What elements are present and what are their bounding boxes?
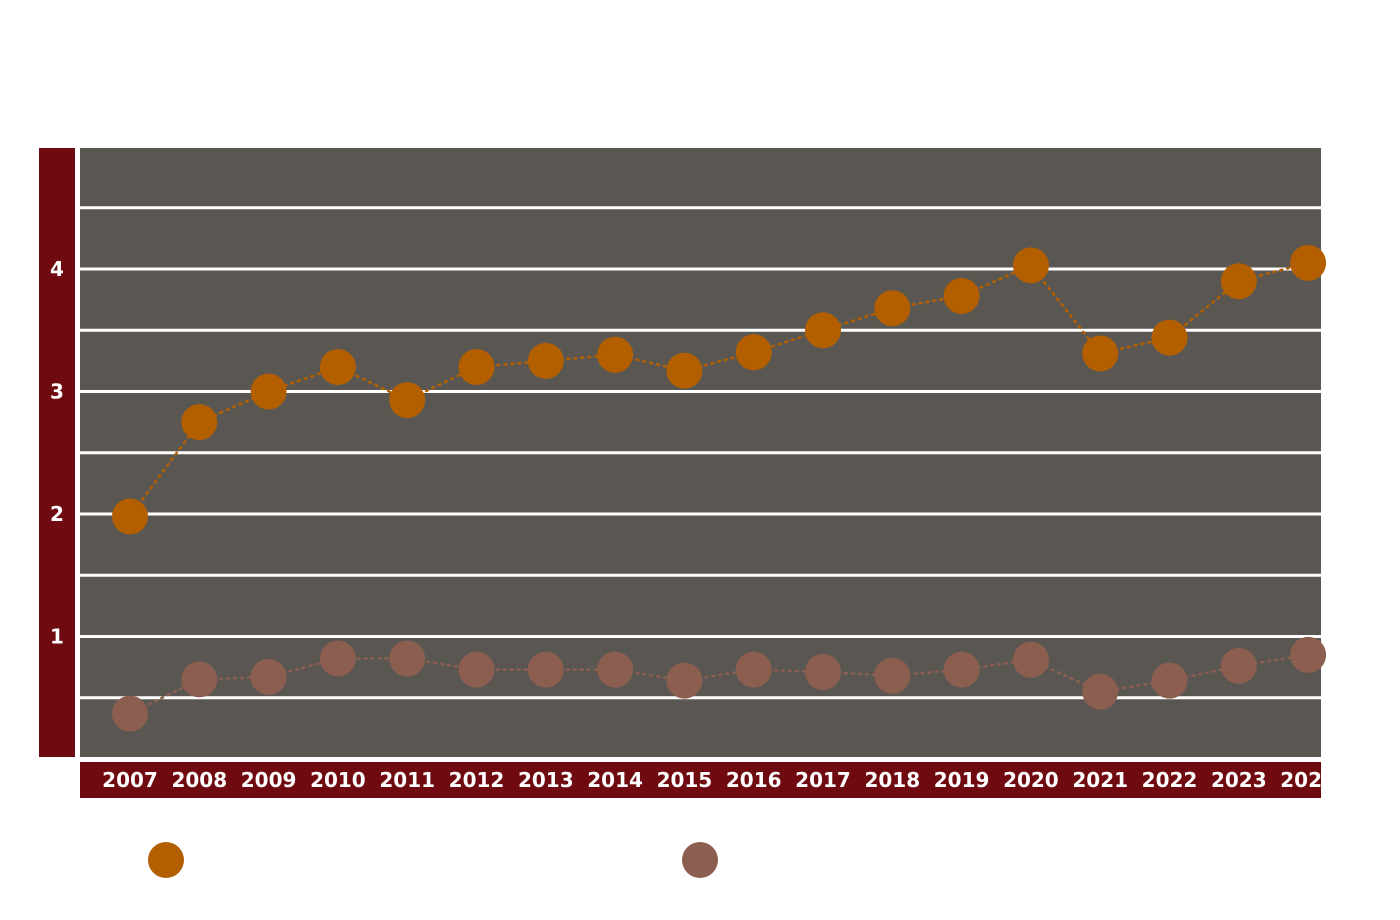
data-point bbox=[1082, 673, 1119, 710]
x-tick-label: 2023 bbox=[1211, 768, 1267, 792]
x-tick-label: 2016 bbox=[726, 768, 782, 792]
data-point bbox=[597, 651, 634, 688]
x-tick-label: 2011 bbox=[379, 768, 435, 792]
data-point bbox=[319, 349, 356, 385]
x-tick-label: 2008 bbox=[171, 768, 227, 792]
data-point bbox=[1012, 641, 1049, 678]
data-point bbox=[181, 404, 218, 441]
data-point bbox=[389, 640, 426, 677]
data-point bbox=[527, 651, 564, 688]
data-point bbox=[874, 657, 911, 694]
data-point bbox=[1290, 244, 1327, 281]
series-points bbox=[112, 244, 1327, 732]
data-point bbox=[389, 382, 426, 419]
data-point bbox=[597, 336, 634, 373]
x-tick-label: 2007 bbox=[102, 768, 158, 792]
legend-marker bbox=[682, 842, 718, 878]
data-point bbox=[112, 498, 148, 535]
x-tick-label: 2015 bbox=[657, 768, 713, 792]
data-point bbox=[1220, 647, 1257, 684]
y-axis-band bbox=[39, 148, 75, 757]
x-tick-label: 2018 bbox=[864, 768, 920, 792]
data-point bbox=[1220, 263, 1257, 300]
data-point bbox=[458, 651, 495, 688]
x-tick-label: 2012 bbox=[449, 768, 505, 792]
y-tick-label: 2 bbox=[50, 502, 64, 526]
data-point bbox=[319, 640, 356, 677]
data-point bbox=[666, 662, 703, 699]
x-tick-label: 2013 bbox=[518, 768, 574, 792]
y-axis-ticks: 1 2 3 4 bbox=[50, 257, 64, 649]
x-axis-band bbox=[80, 762, 1321, 798]
x-tick-label: 2009 bbox=[241, 768, 297, 792]
data-point bbox=[1151, 319, 1188, 356]
data-point bbox=[666, 352, 703, 389]
legend bbox=[148, 842, 718, 878]
data-point bbox=[1012, 247, 1049, 284]
data-point bbox=[805, 312, 841, 349]
data-point bbox=[112, 695, 148, 732]
x-tick-label: 2019 bbox=[934, 768, 990, 792]
data-point bbox=[250, 658, 287, 695]
x-axis-ticks: 2007 2008 2009 2010 2011 2012 2013 2014 2015 2016… bbox=[102, 768, 1336, 792]
x-tick-label: 2014 bbox=[587, 768, 643, 792]
data-point bbox=[874, 290, 911, 327]
data-point bbox=[1151, 662, 1188, 699]
data-point bbox=[943, 651, 980, 688]
data-point bbox=[735, 651, 772, 688]
y-tick-label: 3 bbox=[50, 380, 64, 404]
x-tick-label: 2022 bbox=[1142, 768, 1198, 792]
data-point bbox=[1290, 636, 1327, 673]
x-tick-label: 2010 bbox=[310, 768, 366, 792]
data-point bbox=[943, 277, 980, 314]
data-point bbox=[805, 654, 841, 691]
x-tick-label: 2024 bbox=[1280, 768, 1336, 792]
legend-marker bbox=[148, 842, 184, 878]
gridlines bbox=[80, 206, 1321, 700]
x-tick-label: 2017 bbox=[795, 768, 851, 792]
y-tick-label: 1 bbox=[50, 625, 64, 649]
data-point bbox=[181, 661, 218, 698]
data-point bbox=[735, 334, 772, 371]
x-tick-label: 2021 bbox=[1072, 768, 1128, 792]
y-tick-label: 4 bbox=[50, 257, 64, 281]
data-point bbox=[527, 342, 564, 379]
data-point bbox=[1082, 335, 1119, 372]
x-tick-label: 2020 bbox=[1003, 768, 1059, 792]
data-point bbox=[250, 373, 287, 410]
data-point bbox=[458, 349, 495, 385]
